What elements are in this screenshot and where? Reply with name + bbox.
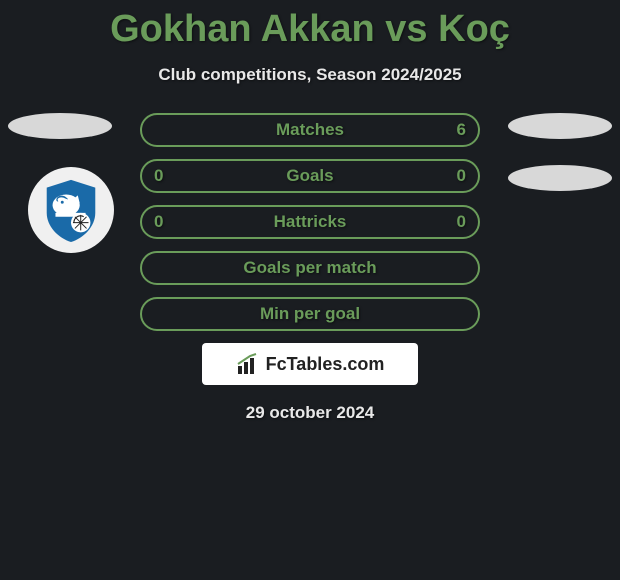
stat-row-goals: 0 Goals 0 <box>140 159 480 193</box>
comparison-date: 29 october 2024 <box>0 403 620 423</box>
stat-label: Hattricks <box>274 212 347 232</box>
stat-right-value: 0 <box>457 166 466 186</box>
stat-left-value: 0 <box>154 166 163 186</box>
comparison-content: Matches 6 0 Goals 0 0 Hattricks 0 Goals … <box>0 113 620 423</box>
player-photo-placeholder-right-2 <box>508 165 612 191</box>
stat-label: Goals <box>286 166 333 186</box>
stat-row-hattricks: 0 Hattricks 0 <box>140 205 480 239</box>
stat-left-value: 0 <box>154 212 163 232</box>
chart-bars-icon <box>236 352 260 376</box>
erzurumspor-badge-icon <box>37 176 105 244</box>
fctables-logo[interactable]: FcTables.com <box>202 343 418 385</box>
stat-label: Goals per match <box>243 258 376 278</box>
stat-row-goals-per-match: Goals per match <box>140 251 480 285</box>
comparison-subtitle: Club competitions, Season 2024/2025 <box>0 65 620 85</box>
player-photo-placeholder-right-1 <box>508 113 612 139</box>
stats-container: Matches 6 0 Goals 0 0 Hattricks 0 Goals … <box>140 113 480 331</box>
stat-row-min-per-goal: Min per goal <box>140 297 480 331</box>
site-name: FcTables.com <box>266 354 385 375</box>
stat-right-value: 0 <box>457 212 466 232</box>
team-badge-left <box>28 167 114 253</box>
stat-row-matches: Matches 6 <box>140 113 480 147</box>
stat-right-value: 6 <box>457 120 466 140</box>
stat-label: Matches <box>276 120 344 140</box>
player-photo-placeholder-left <box>8 113 112 139</box>
stat-label: Min per goal <box>260 304 360 324</box>
comparison-title: Gokhan Akkan vs Koç <box>0 0 620 51</box>
